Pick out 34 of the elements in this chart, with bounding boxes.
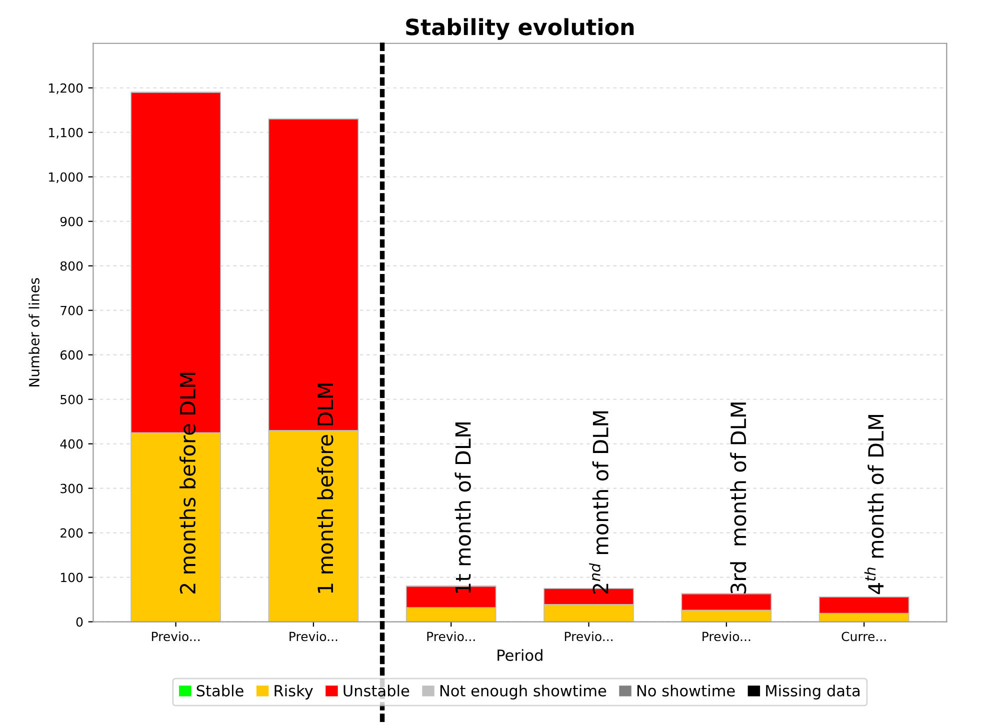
annotation: 4$^{th}$ month of DLM — [864, 414, 884, 594]
x-axis-title: Period — [498, 649, 542, 661]
annotation: 1 month before DLM — [317, 384, 334, 593]
x-tick-label: Previo... — [152, 632, 200, 642]
y-tick-label: 700 — [60, 306, 83, 316]
y-tick-label: 0 — [76, 617, 83, 627]
y-tick-label: 1,000 — [49, 172, 83, 184]
y-tick-label: 100 — [60, 572, 83, 582]
x-tick-label: Curre... — [842, 632, 886, 642]
y-tick-label: 1,200 — [49, 83, 83, 94]
x-tick-label: Previo... — [564, 632, 612, 642]
x-tick-label: Previo... — [702, 632, 750, 642]
legend-label: Missing data — [766, 684, 860, 700]
legend-label: Not enough showtime — [440, 684, 606, 700]
y-tick-label: 200 — [60, 528, 83, 538]
y-tick-label: 800 — [60, 261, 83, 271]
y-tick-label: 1,100 — [49, 128, 83, 139]
y-tick-label: 500 — [60, 394, 83, 404]
y-tick-label: 300 — [60, 484, 83, 494]
x-tick-label: Previo... — [427, 632, 475, 642]
annotation: 2$^{nd}$ month of DLM — [589, 411, 608, 594]
annotation: 3rd month of DLM — [730, 402, 746, 594]
y-tick-label: 900 — [60, 216, 83, 226]
x-tick-label: Previo... — [290, 632, 338, 642]
legend-label: Stable — [196, 684, 244, 697]
y-tick-label: 400 — [60, 439, 83, 449]
annotation: 1t month of DLM — [454, 422, 471, 593]
y-axis-title: Number of lines — [28, 278, 40, 386]
legend-label: No showtime — [637, 684, 735, 697]
y-tick-label: 600 — [60, 350, 83, 360]
legend-label: Risky — [274, 684, 313, 700]
annotation: 2 months before DLM — [179, 372, 196, 594]
legend-label: Unstable — [344, 684, 410, 697]
chart-title: Stability evolution — [406, 18, 634, 40]
